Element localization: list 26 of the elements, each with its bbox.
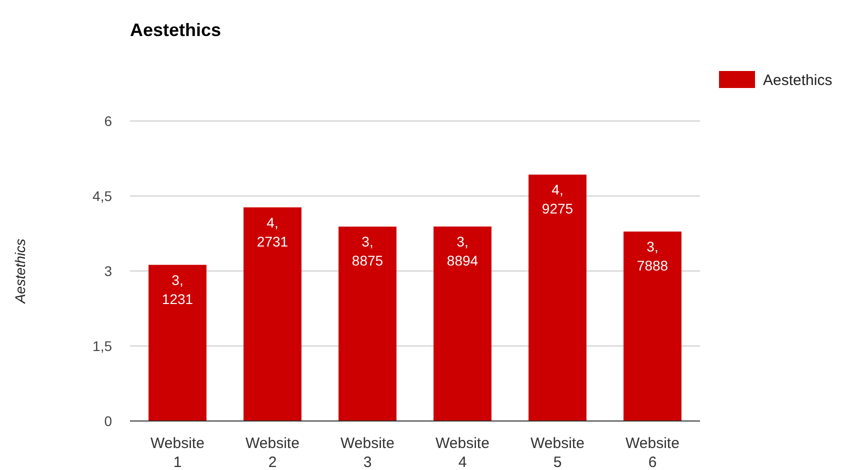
y-axis-title: Aestethics xyxy=(12,238,28,304)
y-tick-label: 6 xyxy=(104,113,112,129)
x-tick-label: Website 4 xyxy=(436,435,490,470)
y-tick-label: 3 xyxy=(104,263,112,279)
x-tick-label: Website 5 xyxy=(530,435,584,470)
y-tick-label: 1,5 xyxy=(92,338,112,354)
bar xyxy=(434,226,492,421)
bar xyxy=(244,207,302,421)
data-label: 3,1231 xyxy=(162,272,194,307)
legend-label: Aestethics xyxy=(763,72,832,89)
data-label: 4,2731 xyxy=(256,214,288,250)
x-tick-label: Website 3 xyxy=(340,435,394,470)
bar xyxy=(148,264,206,421)
y-tick-label: 4,5 xyxy=(92,188,112,204)
x-tick-label: Website 1 xyxy=(150,435,204,470)
bar xyxy=(338,226,396,421)
bar xyxy=(624,232,682,421)
y-tick-label: 0 xyxy=(104,413,112,429)
data-label: 3,8894 xyxy=(446,234,478,269)
data-label: 3,7888 xyxy=(636,238,668,274)
data-label: 3,8875 xyxy=(352,234,384,269)
bar xyxy=(528,174,586,421)
data-label: 4,9275 xyxy=(542,182,574,217)
chart-title: Aestethics xyxy=(130,20,222,40)
x-tick-label: Website 6 xyxy=(626,435,680,470)
x-tick-label: Website 2 xyxy=(246,435,300,470)
